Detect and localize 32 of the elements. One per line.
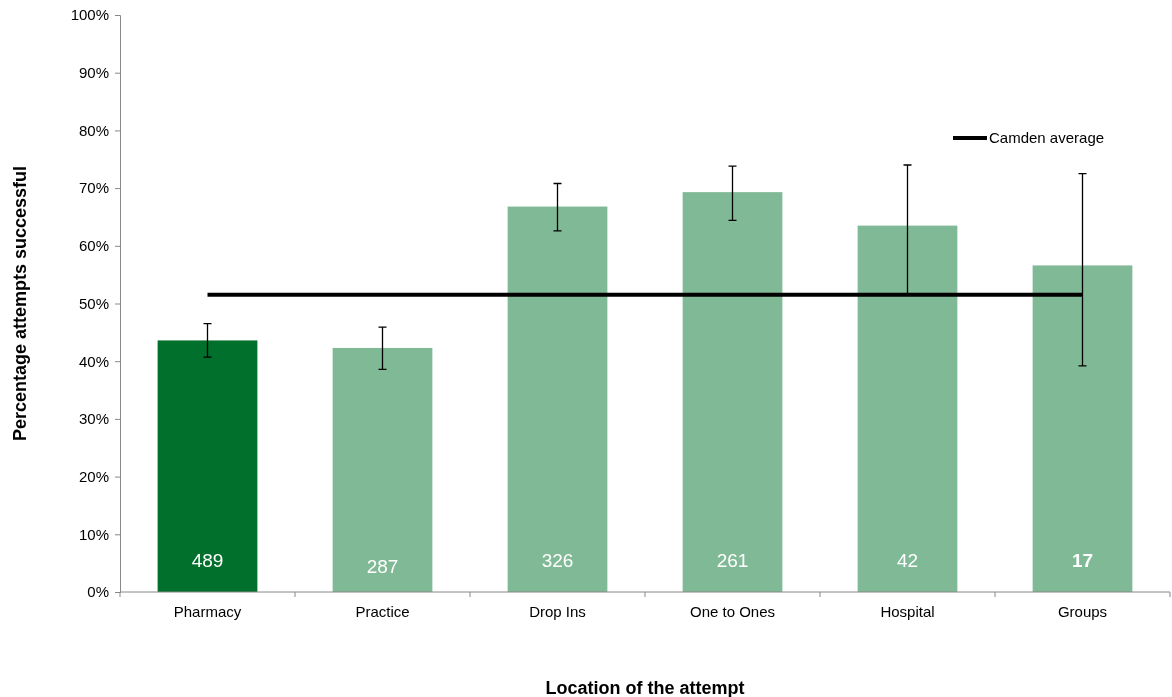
bar	[857, 225, 958, 592]
y-tick-label: 40%	[78, 352, 109, 370]
legend-label: Camden average	[989, 129, 1105, 146]
y-tick-label: 0%	[87, 583, 109, 601]
y-tick-label: 60%	[78, 237, 109, 255]
annotation: 326	[541, 550, 574, 571]
bar	[157, 340, 258, 592]
x-tick-label: Groups	[1057, 602, 1108, 620]
bar	[1032, 265, 1133, 592]
annotation: 261	[716, 550, 749, 571]
y-tick-label: 10%	[78, 525, 109, 543]
x-tick-label: Hospital	[880, 602, 935, 620]
annotation: 17	[1071, 550, 1094, 571]
annotation: 489	[191, 550, 224, 571]
x-tick-label: One to Ones	[689, 602, 776, 620]
y-tick-label: 20%	[78, 467, 109, 485]
annotation: 42	[896, 550, 919, 571]
bar	[682, 192, 783, 592]
bar	[332, 347, 433, 592]
bar	[507, 206, 608, 592]
x-axis-title: Location of the attempt	[545, 678, 745, 697]
y-tick-label: 50%	[78, 294, 109, 312]
y-tick-label: 80%	[78, 121, 109, 139]
y-tick-label: 100%	[70, 6, 109, 24]
y-tick-label: 30%	[78, 410, 109, 428]
x-tick-label: Pharmacy	[173, 602, 242, 620]
y-tick-label: 70%	[78, 179, 109, 197]
x-tick-label: Practice	[355, 602, 410, 620]
x-tick-label: Drop Ins	[529, 602, 586, 620]
y-tick-label: 90%	[78, 64, 109, 81]
y-axis-title: Percentage attempts successful	[10, 165, 30, 442]
annotation: 287	[366, 556, 399, 577]
